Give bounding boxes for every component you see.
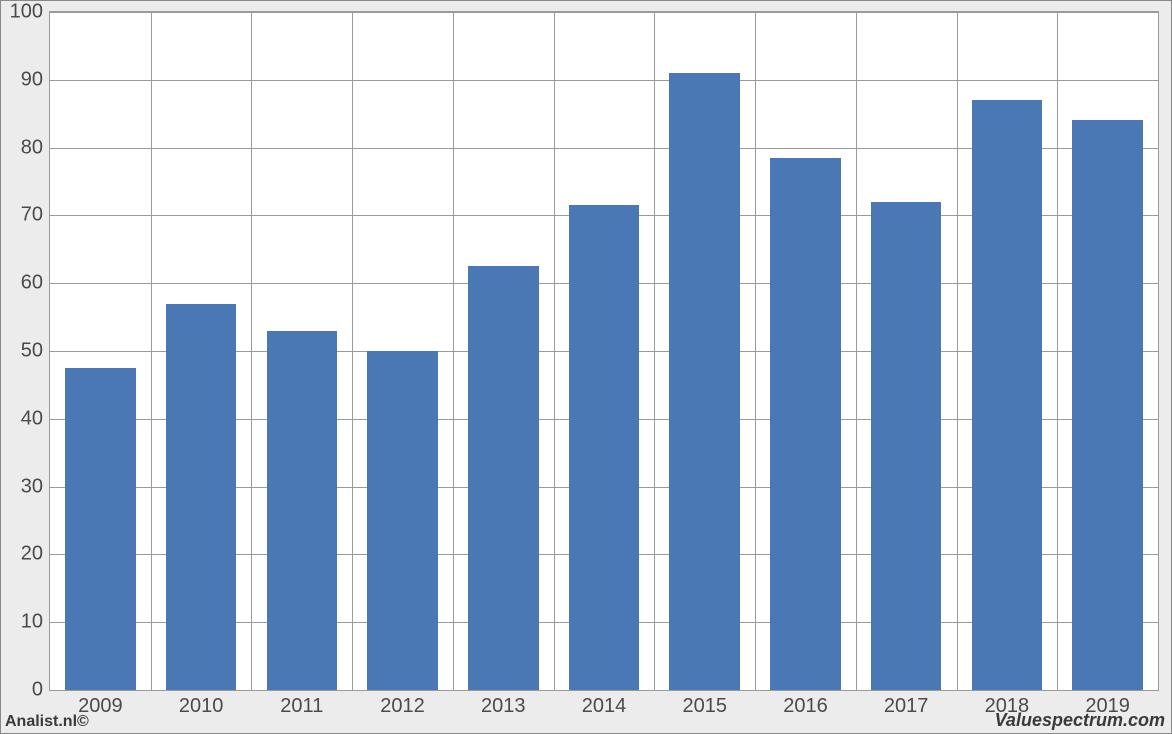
y-tick-label: 50 [3, 340, 43, 363]
gridline-v [856, 12, 857, 690]
x-tick-label: 2014 [582, 695, 627, 718]
bar-2009 [65, 368, 136, 690]
y-tick-label: 10 [3, 611, 43, 634]
gridline-v [151, 12, 152, 690]
y-tick-label: 40 [3, 407, 43, 430]
bar-2010 [166, 304, 237, 690]
gridline-h [50, 12, 1158, 13]
x-tick-label: 2013 [481, 695, 526, 718]
gridline-h [50, 80, 1158, 81]
x-tick-label: 2016 [783, 695, 828, 718]
y-tick-label: 60 [3, 272, 43, 295]
plot-area [50, 12, 1158, 690]
x-tick-label: 2017 [884, 695, 929, 718]
x-tick-label: 2015 [682, 695, 727, 718]
bar-2014 [569, 205, 640, 690]
x-tick-label: 2011 [280, 695, 323, 718]
gridline-v [1057, 12, 1058, 690]
gridline-v [957, 12, 958, 690]
gridline-v [352, 12, 353, 690]
y-tick-label: 70 [3, 204, 43, 227]
y-tick-label: 80 [3, 136, 43, 159]
chart-container: 0102030405060708090100 20092010201120122… [0, 0, 1172, 734]
bar-2013 [468, 266, 539, 690]
bar-2015 [669, 73, 740, 690]
plot-frame [49, 11, 1159, 691]
bar-2017 [871, 202, 942, 690]
bar-2019 [1072, 120, 1143, 690]
gridline-v [453, 12, 454, 690]
x-tick-label: 2012 [380, 695, 425, 718]
footer-right-credit: Valuespectrum.com [995, 710, 1165, 731]
bar-2018 [972, 100, 1043, 690]
y-tick-label: 100 [3, 1, 43, 24]
y-tick-label: 90 [3, 68, 43, 91]
y-tick-label: 20 [3, 543, 43, 566]
footer-left-credit: Analist.nl© [5, 713, 89, 731]
gridline-v [654, 12, 655, 690]
x-tick-label: 2010 [179, 695, 224, 718]
y-tick-label: 30 [3, 475, 43, 498]
y-tick-label: 0 [3, 679, 43, 702]
bar-2012 [367, 351, 438, 690]
gridline-v [755, 12, 756, 690]
bar-2011 [267, 331, 338, 690]
gridline-v [251, 12, 252, 690]
gridline-v [554, 12, 555, 690]
bar-2016 [770, 158, 841, 690]
